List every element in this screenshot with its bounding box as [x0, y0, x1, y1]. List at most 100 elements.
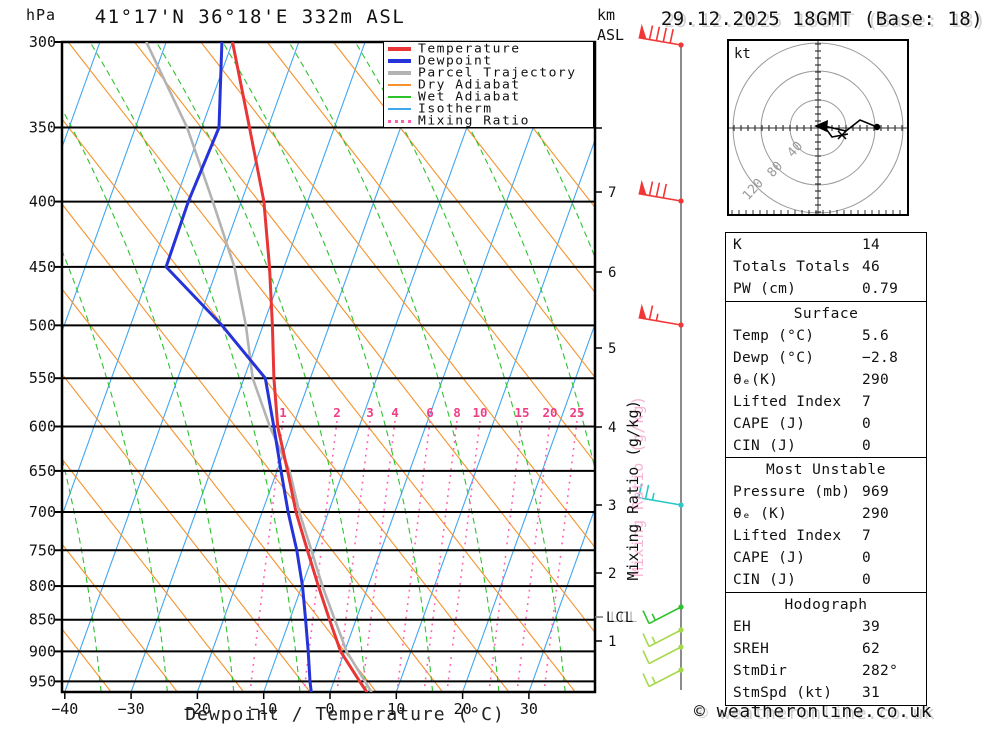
table-row: Totals Totals 46	[726, 256, 926, 278]
legend-label: Parcel Trajectory	[418, 66, 577, 80]
legend-item-parcel-trajectory: Parcel Trajectory	[388, 66, 593, 80]
table-row-label: K	[733, 237, 743, 253]
table-row: Lifted Index 7	[726, 525, 926, 547]
wind-barb	[642, 644, 684, 665]
svg-text:3: 3	[608, 498, 616, 514]
parcel-trajectory-curve	[145, 42, 373, 692]
pressure-grid	[54, 41, 595, 683]
hodograph-trace	[822, 119, 878, 138]
svg-text:20: 20	[542, 405, 557, 420]
svg-text:−40: −40	[51, 700, 78, 718]
wind-barb	[638, 23, 684, 48]
svg-text:1: 1	[279, 405, 287, 420]
legend-label: Dewpoint	[418, 54, 493, 68]
svg-text:0: 0	[325, 700, 334, 718]
table-row-label: θₑ (K)	[733, 506, 788, 522]
legend-label: Mixing Ratio	[418, 114, 530, 128]
table-section-indices: K 14 Totals Totals 46 PW (cm) 0.79	[725, 232, 927, 302]
table-row-value: 46	[862, 259, 881, 275]
table-row-label: StmDir	[733, 662, 788, 679]
svg-text:550: 550	[29, 369, 56, 387]
wind-barb	[642, 604, 684, 625]
svg-text:6: 6	[426, 405, 434, 420]
table-row-label: Lifted Index	[733, 528, 842, 544]
legend-swatch	[388, 96, 411, 98]
legend-swatch	[388, 59, 411, 63]
wind-barb	[638, 303, 684, 328]
altitude-unit-asl: ASL	[597, 26, 625, 44]
plot-frame	[60, 40, 597, 694]
sounding-curves	[145, 42, 373, 692]
table-row-label: Pressure (mb)	[733, 484, 851, 500]
x-axis-title: Dewpoint / Temperature (°C)	[185, 704, 505, 725]
indices-table: K 14 Totals Totals 46 PW (cm) 0.79 Surface Temp…	[725, 232, 927, 706]
wind-barb	[642, 627, 684, 648]
wind-barb	[637, 483, 684, 508]
table-row: θₑ(K) 290	[726, 369, 926, 391]
table-section-most-unstable: Most Unstable Pressure (mb) 969 θₑ (K) 290 Li…	[725, 457, 927, 593]
table-row-value: 290	[862, 506, 890, 522]
table-row-label: Temp (°C)	[733, 327, 815, 344]
run-datetime: 29.12.2025 18GMT (Base: 18)	[660, 8, 984, 30]
table-row-label: θₑ(K)	[733, 371, 779, 388]
table-row-value: 290	[862, 371, 890, 388]
svg-text:8: 8	[453, 405, 461, 420]
legend-item-wet-adiabat: Wet Adiabat	[388, 90, 593, 104]
table-row: PW (cm) 0.79	[726, 278, 926, 300]
table-row: Pressure (mb) 969	[726, 481, 926, 503]
table-row-label: PW (cm)	[733, 281, 797, 297]
table-row-label: CIN (J)	[733, 437, 797, 454]
table-row: StmDir 282°	[726, 660, 926, 682]
svg-text:30: 30	[520, 700, 538, 718]
table-row-value: 0	[862, 572, 872, 588]
svg-text:4: 4	[391, 405, 399, 420]
table-row: θₑ (K) 290	[726, 503, 926, 525]
table-row: CAPE (J) 0	[726, 547, 926, 569]
table-row-value: 14	[862, 237, 881, 253]
hodograph-arrow	[814, 120, 828, 132]
legend-swatch	[388, 108, 411, 110]
temperature-curve	[231, 42, 369, 692]
svg-text:800: 800	[29, 577, 56, 595]
table-row-value: 0	[862, 437, 872, 454]
legend-swatch	[388, 84, 411, 86]
svg-text:950: 950	[29, 672, 56, 690]
table-row-label: CAPE (J)	[733, 550, 806, 566]
svg-text:−10: −10	[250, 700, 277, 718]
altitude-unit-label: km ASL	[597, 5, 624, 45]
table-section-title: Hodograph	[784, 596, 868, 613]
table-row-value: 282°	[862, 662, 899, 679]
pressure-unit-label: hPa	[26, 6, 57, 24]
table-row-label: Lifted Index	[733, 393, 842, 410]
svg-text:850: 850	[29, 611, 56, 629]
svg-text:6: 6	[608, 265, 616, 281]
table-row: CAPE (J) 0	[726, 413, 926, 435]
svg-text:−20: −20	[184, 700, 211, 718]
table-row-label: Totals Totals	[733, 259, 851, 275]
legend-item-isotherm: Isotherm	[388, 102, 593, 116]
table-row: SREH 62	[726, 638, 926, 660]
wind-barb	[642, 667, 684, 688]
legend: Temperature Dewpoint Parcel Trajectory Dry …	[383, 41, 594, 128]
table-row: CIN (J) 0	[726, 435, 926, 457]
table-row-value: 969	[862, 484, 890, 500]
table-row: EH 39	[726, 616, 926, 638]
svg-text:kt: kt	[734, 46, 751, 62]
table-row: StmSpd (kt) 31	[726, 682, 926, 704]
svg-text:350: 350	[29, 119, 56, 137]
mixing-ratio-labels: 1 2 3 4 6 8 10 15 20 25	[279, 405, 584, 420]
svg-text:7: 7	[608, 185, 616, 201]
dewpoint-curve	[164, 42, 313, 692]
station-title: 41°17'N 36°18'E 332m ASL	[94, 6, 406, 28]
table-row-value: 62	[862, 640, 881, 657]
svg-text:900: 900	[29, 642, 56, 660]
svg-text:600: 600	[29, 417, 56, 435]
wind-barb	[638, 179, 684, 204]
legend-swatch	[388, 71, 411, 75]
svg-text:450: 450	[29, 258, 56, 276]
table-row-label: CAPE (J)	[733, 415, 806, 432]
table-row-label: StmSpd (kt)	[733, 684, 833, 701]
svg-text:−30: −30	[118, 700, 145, 718]
wind-barb-column	[637, 23, 684, 690]
